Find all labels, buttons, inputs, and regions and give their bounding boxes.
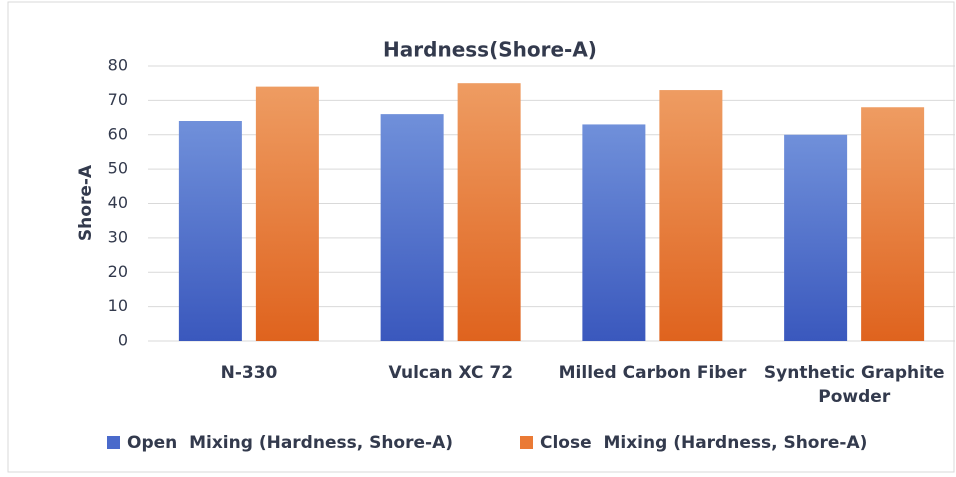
x-tick-label: Milled Carbon Fiber [558,363,747,383]
y-tick-label: 40 [108,193,128,212]
bar [255,86,319,341]
chart-title: Hardness(Shore-A) [383,38,597,62]
bar [582,124,646,341]
legend-swatch [107,436,120,449]
y-tick-label: 10 [108,296,128,315]
legend-label: Open Mixing (Hardness, Shore-A) [127,433,453,453]
legend-label: Close Mixing (Hardness, Shore-A) [540,433,867,453]
y-tick-label: 80 [108,56,128,75]
bar [178,121,242,341]
bar [457,83,521,341]
y-tick-label: 70 [108,90,128,109]
y-tick-label: 50 [108,159,128,178]
frame [7,1,955,473]
bar [861,107,925,341]
x-tick-label: Synthetic Graphite Powder [763,363,945,407]
y-tick-label: 30 [108,227,128,246]
y-axis-label: Shore-A [76,164,96,241]
bar [380,114,444,341]
x-tick-label: Vulcan XC 72 [388,363,514,383]
y-tick-label: 60 [108,124,128,143]
y-tick-label: 0 [118,331,128,350]
bar [659,90,723,341]
bar [784,134,848,341]
y-tick-label: 20 [108,262,128,281]
legend-swatch [520,436,533,449]
x-tick-label: N-330 [220,363,278,383]
